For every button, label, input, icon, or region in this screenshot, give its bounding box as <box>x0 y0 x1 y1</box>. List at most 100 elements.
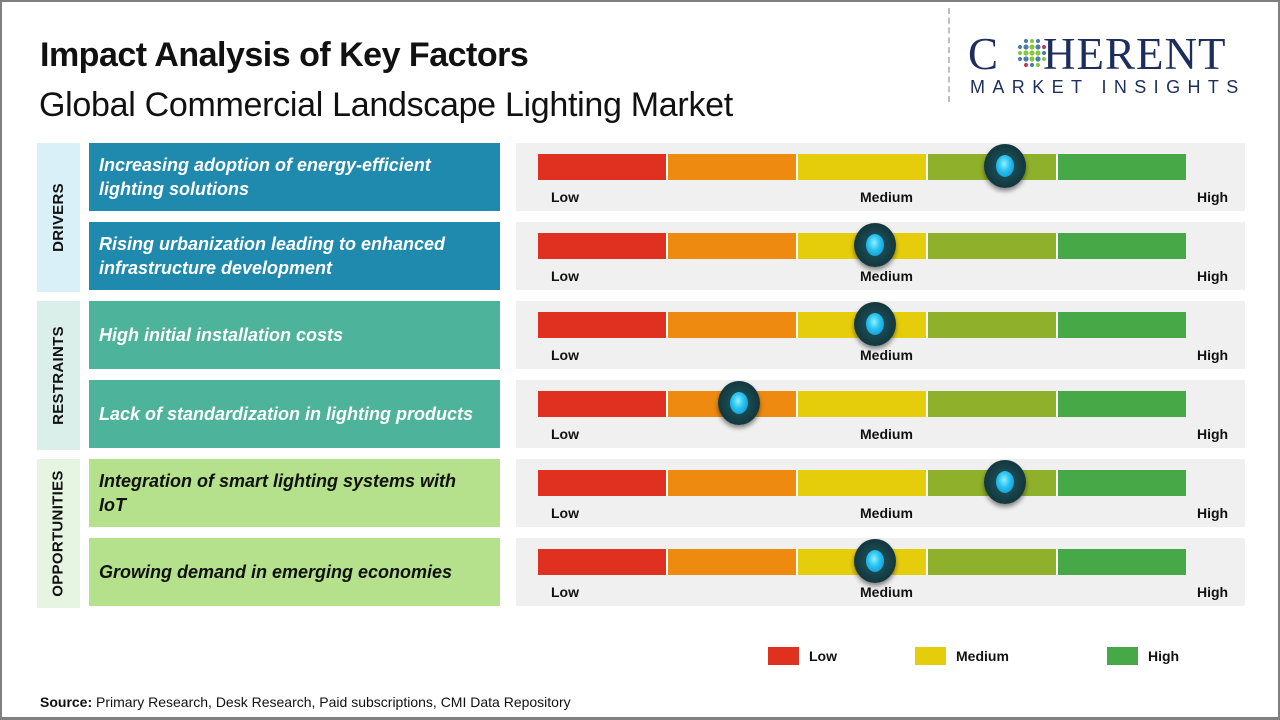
factor-card: High initial installation costs <box>89 301 500 369</box>
impact-gauge: Low Medium High <box>516 222 1245 290</box>
globe-dot <box>1017 56 1023 62</box>
source-label: Source: <box>40 694 93 710</box>
gauge-bar <box>538 154 1186 180</box>
gauge-label-medium: Medium <box>860 584 913 600</box>
globe-dot <box>1017 44 1023 50</box>
source-text: Primary Research, Desk Research, Paid su… <box>92 694 571 710</box>
impact-indicator-knob <box>853 223 896 267</box>
gauge-segment-5 <box>1058 154 1186 180</box>
globe-dot <box>1041 44 1047 50</box>
gauge-segment-1 <box>538 470 668 496</box>
globe-dot <box>1023 56 1029 62</box>
impact-gauge: Low Medium High <box>516 459 1245 527</box>
factor-card: Increasing adoption of energy-efficient … <box>89 143 500 211</box>
factor-text: Growing demand in emerging economies <box>99 562 453 582</box>
impact-indicator-knob <box>853 539 896 583</box>
source-note: Source: Primary Research, Desk Research,… <box>40 694 571 710</box>
gauge-bar <box>538 391 1186 417</box>
gauge-label-low: Low <box>551 505 579 521</box>
gauge-segment-4 <box>928 312 1058 338</box>
legend-swatch <box>915 647 946 665</box>
header-divider <box>948 8 950 102</box>
factor-text: High initial installation costs <box>99 325 344 345</box>
factor-text: Integration of smart lighting systems wi… <box>99 471 457 515</box>
globe-dot <box>1029 56 1035 62</box>
gauge-segment-4 <box>928 549 1058 575</box>
gauge-label-high: High <box>1197 347 1229 363</box>
group-label-text: RESTRAINTS <box>50 326 67 425</box>
globe-dot <box>1017 50 1023 56</box>
gauge-segment-4 <box>928 233 1058 259</box>
gauge-label-high: High <box>1197 505 1229 521</box>
impact-indicator-knob <box>717 381 760 425</box>
group-label-restraints: RESTRAINTS <box>37 301 80 450</box>
impact-indicator-knob <box>983 144 1026 188</box>
factor-card: Integration of smart lighting systems wi… <box>89 459 500 527</box>
globe-dot <box>1023 50 1029 56</box>
legend-swatch <box>768 647 799 665</box>
gauge-segment-5 <box>1058 470 1186 496</box>
gauge-segment-3 <box>798 391 928 417</box>
gauge-label-low: Low <box>551 584 579 600</box>
globe-dot <box>1023 62 1029 68</box>
company-logo: C HERENT MARKET INSIGHTS <box>968 28 1264 102</box>
gauge-label-medium: Medium <box>860 505 913 521</box>
gauge-label-high: High <box>1197 268 1229 284</box>
factor-text: Increasing adoption of energy-efficient … <box>99 155 431 199</box>
gauge-segment-5 <box>1058 391 1186 417</box>
globe-dot <box>1035 38 1041 44</box>
globe-dot <box>1035 50 1041 56</box>
gauge-segment-4 <box>928 391 1058 417</box>
globe-dot <box>1041 56 1047 62</box>
logo-letters: HERENT <box>1043 29 1227 79</box>
globe-dots-icon <box>1017 38 1047 68</box>
gauge-segment-3 <box>798 154 928 180</box>
gauge-label-high: High <box>1197 189 1229 205</box>
gauge-segment-2 <box>668 233 798 259</box>
gauge-segment-5 <box>1058 549 1186 575</box>
gauge-label-high: High <box>1197 584 1229 600</box>
impact-gauge: Low Medium High <box>516 380 1245 448</box>
logo-letter-c: C <box>968 29 1000 79</box>
globe-dot <box>1029 44 1035 50</box>
gauge-label-low: Low <box>551 268 579 284</box>
legend-label: High <box>1148 648 1180 664</box>
gauge-segment-1 <box>538 391 668 417</box>
factor-card: Rising urbanization leading to enhanced … <box>89 222 500 290</box>
legend-item-medium: Medium <box>915 647 1009 665</box>
page-subtitle: Global Commercial Landscape Lighting Mar… <box>39 86 733 124</box>
group-label-opportunities: OPPORTUNITIES <box>37 459 80 608</box>
legend-label: Low <box>809 648 837 664</box>
gauge-label-medium: Medium <box>860 347 913 363</box>
globe-dot <box>1029 50 1035 56</box>
legend-label: Medium <box>956 648 1009 664</box>
factor-text: Rising urbanization leading to enhanced … <box>99 234 446 278</box>
globe-dot <box>1035 62 1041 68</box>
legend-item-low: Low <box>768 647 837 665</box>
impact-gauge: Low Medium High <box>516 301 1245 369</box>
globe-dot <box>1041 50 1047 56</box>
gauge-segment-5 <box>1058 312 1186 338</box>
group-label-text: DRIVERS <box>50 183 67 252</box>
gauge-label-medium: Medium <box>860 189 913 205</box>
group-label-drivers: DRIVERS <box>37 143 80 292</box>
impact-indicator-knob <box>853 302 896 346</box>
legend-swatch <box>1107 647 1138 665</box>
gauge-label-medium: Medium <box>860 426 913 442</box>
globe-dot <box>1029 38 1035 44</box>
globe-dot <box>1035 56 1041 62</box>
factor-card: Lack of standardization in lighting prod… <box>89 380 500 448</box>
globe-dot <box>1029 62 1035 68</box>
logo-wordmark: C HERENT <box>968 28 1227 80</box>
gauge-segment-1 <box>538 154 668 180</box>
globe-dot <box>1035 44 1041 50</box>
group-label-text: OPPORTUNITIES <box>50 470 68 597</box>
gauge-segment-2 <box>668 549 798 575</box>
globe-dot <box>1023 38 1029 44</box>
gauge-label-high: High <box>1197 426 1229 442</box>
gauge-segment-3 <box>798 470 928 496</box>
gauge-segment-2 <box>668 312 798 338</box>
gauge-segment-1 <box>538 549 668 575</box>
gauge-segment-2 <box>668 154 798 180</box>
